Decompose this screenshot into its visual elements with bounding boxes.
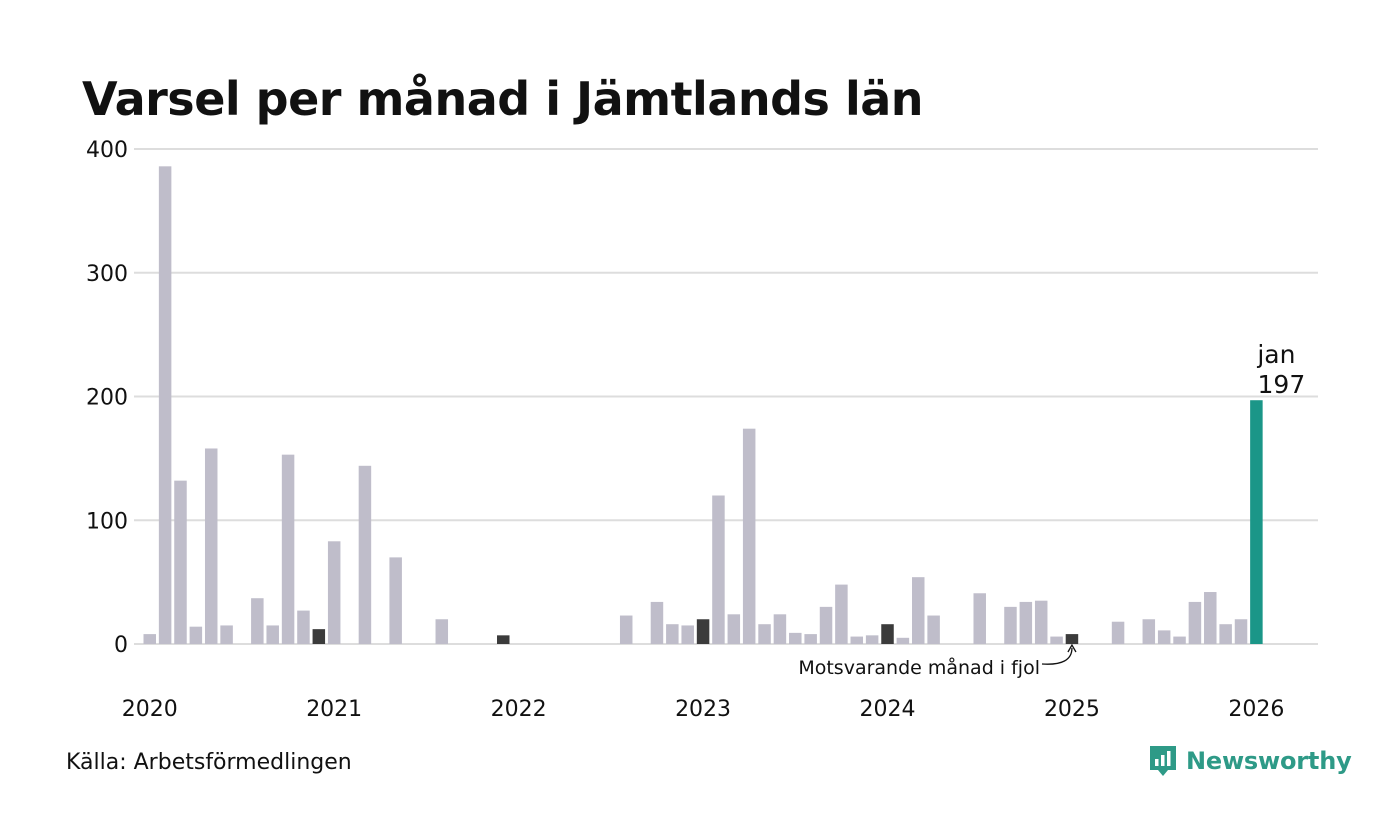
bar — [1004, 606, 1017, 644]
bar — [389, 557, 402, 644]
source-note: Källa: Arbetsförmedlingen — [66, 750, 352, 775]
bar — [1219, 624, 1232, 644]
bar — [143, 634, 156, 644]
bar — [189, 626, 203, 644]
bar — [1050, 636, 1063, 644]
bar — [435, 619, 449, 644]
x-tick-label: 2022 — [491, 697, 547, 722]
x-tick-label: 2021 — [306, 697, 362, 722]
bar — [896, 637, 910, 644]
bar — [1034, 600, 1048, 644]
annotation-arrowhead — [1067, 643, 1077, 653]
bar — [1188, 601, 1202, 644]
bar — [297, 610, 310, 644]
bar — [327, 541, 341, 644]
bar — [681, 625, 694, 644]
bar — [1065, 634, 1079, 644]
bar — [204, 448, 218, 644]
bar — [758, 624, 771, 644]
bar — [1173, 636, 1186, 644]
x-tick-label: 2026 — [1228, 697, 1284, 722]
bar — [1142, 619, 1156, 644]
highlight-month-label: jan — [1256, 340, 1295, 369]
y-axis-ticks: 0 100 200 300 400 — [86, 138, 128, 658]
brand-name: Newsworthy — [1186, 747, 1352, 775]
brand-logo: Newsworthy — [1148, 744, 1352, 778]
highlight-bar — [1250, 400, 1263, 644]
bar — [819, 606, 833, 644]
x-tick-label: 2020 — [122, 697, 178, 722]
bar — [650, 601, 664, 644]
bar — [850, 636, 864, 644]
bar — [696, 619, 710, 644]
bar — [251, 598, 264, 644]
y-tick-label: 200 — [86, 386, 128, 411]
y-tick-label: 400 — [86, 138, 128, 163]
bar — [1204, 592, 1217, 644]
x-axis-ticks: 2020 2021 2022 2023 2024 2025 2026 — [122, 697, 1285, 722]
y-tick-label: 300 — [86, 262, 128, 287]
highlight-value-label: 197 — [1258, 370, 1306, 399]
gridlines — [134, 148, 1318, 645]
bar — [742, 428, 756, 644]
bar — [619, 615, 633, 644]
bar — [158, 166, 172, 644]
x-tick-label: 2024 — [860, 697, 916, 722]
x-tick-label: 2023 — [675, 697, 731, 722]
comparison-annotation: Motsvarande månad i fjol — [798, 656, 1040, 679]
bar — [281, 454, 295, 644]
bar — [804, 634, 817, 644]
bar — [1111, 621, 1125, 644]
bar — [973, 593, 986, 644]
bar — [1234, 619, 1248, 644]
bar — [789, 632, 802, 644]
bar — [266, 625, 279, 644]
bar — [666, 624, 679, 644]
bar — [727, 614, 741, 644]
bar — [881, 624, 894, 644]
bar — [497, 635, 510, 644]
bar — [358, 465, 372, 644]
annotation-arrow — [1041, 647, 1073, 665]
bars — [143, 166, 1263, 644]
bar — [1019, 601, 1033, 644]
bar — [712, 495, 725, 644]
x-tick-label: 2025 — [1044, 697, 1100, 722]
bar — [773, 614, 787, 644]
bar — [220, 625, 233, 644]
bar — [865, 635, 879, 644]
y-tick-label: 100 — [86, 509, 128, 534]
bar — [174, 480, 187, 644]
newsworthy-logo-icon — [1150, 746, 1176, 776]
chart-title: Varsel per månad i Jämtlands län — [82, 72, 924, 126]
bar — [927, 615, 940, 644]
y-tick-label: 0 — [114, 633, 128, 658]
bar — [912, 577, 925, 644]
bar — [1157, 630, 1171, 644]
bar — [312, 629, 326, 644]
bar — [835, 584, 848, 644]
